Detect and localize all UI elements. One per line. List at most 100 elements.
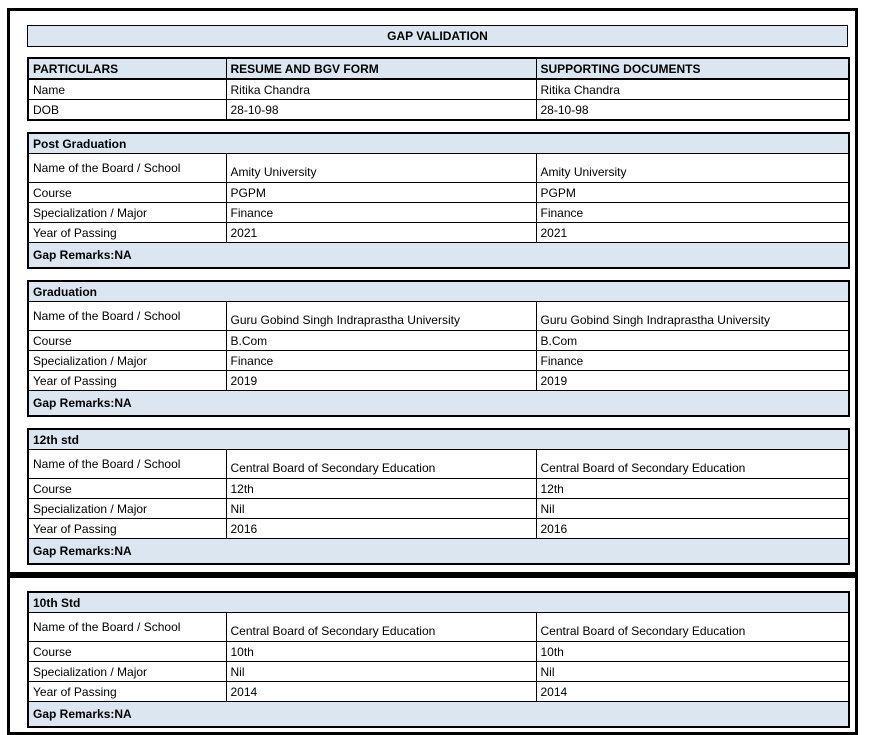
section-heading: 12th std [27,428,850,450]
board-supporting-value: Amity University [535,153,850,183]
table-row: Specialization / Major Nil Nil [27,498,850,519]
row-label-specialization: Specialization / Major [27,350,227,371]
table-row: Course 10th 10th [27,641,850,662]
table-row: Course B.Com B.Com [27,330,850,351]
gap-remarks-row: Gap Remarks:NA [27,701,850,728]
board-resume-value: Central Board of Secondary Education [225,612,537,642]
row-label-board-school: Name of the Board / School [27,153,227,183]
section-heading-row: 10th Std [27,591,850,613]
row-label-board-school: Name of the Board / School [27,449,227,479]
table-row: Name of the Board / School Central Board… [27,449,850,479]
name-supporting-value: Ritika Chandra [535,78,850,100]
gap-validation-document: { "title": "GAP VALIDATION", "particular… [0,8,873,735]
board-resume-value: Amity University [225,153,537,183]
row-label-course: Course [27,478,227,499]
table-row: Name Ritika Chandra Ritika Chandra [27,78,850,100]
board-supporting-value: Central Board of Secondary Education [535,449,850,479]
course-supporting-value: 12th [535,478,850,499]
board-supporting-value: Guru Gobind Singh Indraprastha Universit… [535,301,850,331]
board-resume-value: Guru Gobind Singh Indraprastha Universit… [225,301,537,331]
year-supporting-value: 2021 [535,222,850,243]
row-label-course: Course [27,330,227,351]
table-row: DOB 28-10-98 28-10-98 [27,99,850,121]
section-table-post-graduation: Post Graduation Name of the Board / Scho… [27,132,851,269]
section-table-10th-std: 10th Std Name of the Board / School Cent… [27,591,851,728]
year-supporting-value: 2016 [535,518,850,539]
gap-remarks-row: Gap Remarks:NA [27,390,850,417]
board-supporting-value: Central Board of Secondary Education [535,612,850,642]
specialization-resume-value: Nil [225,498,537,519]
section-heading-row: Graduation [27,280,850,302]
section-table-12th-std: 12th std Name of the Board / School Cent… [27,428,850,565]
section-heading-row: 12th std [27,428,850,450]
section-heading: 10th Std [27,591,850,613]
section-heading: Post Graduation [27,132,850,154]
column-header-particulars: PARTICULARS [27,57,227,80]
course-resume-value: 12th [225,478,537,499]
section-heading: Graduation [27,280,850,302]
specialization-supporting-value: Nil [535,661,850,682]
table-row: Course PGPM PGPM [27,182,850,203]
table-row: Year of Passing 2016 2016 [27,518,850,539]
row-label-year-of-passing: Year of Passing [27,681,227,702]
gap-remarks: Gap Remarks:NA [27,390,850,417]
year-supporting-value: 2019 [535,370,850,391]
specialization-supporting-value: Nil [535,498,850,519]
gap-remarks-row: Gap Remarks:NA [27,538,850,565]
table-row: Name of the Board / School Amity Univers… [27,153,850,183]
table-row: Specialization / Major Finance Finance [27,350,850,371]
course-resume-value: B.Com [225,330,537,351]
section-table-graduation: Graduation Name of the Board / School Gu… [27,280,850,417]
table-row: Name of the Board / School Central Board… [27,612,850,642]
gap-remarks: Gap Remarks:NA [27,701,850,728]
sheet-page-1: GAP VALIDATION PARTICULARS RESUME AND BG… [7,8,858,575]
sheet-page-2: 10th Std Name of the Board / School Cent… [7,575,858,735]
dob-supporting-value: 28-10-98 [535,99,850,121]
row-label-board-school: Name of the Board / School [27,301,227,331]
name-resume-value: Ritika Chandra [225,78,537,100]
row-label-name: Name [27,78,227,100]
dob-resume-value: 28-10-98 [225,99,537,121]
row-label-specialization: Specialization / Major [27,202,227,223]
board-resume-value: Central Board of Secondary Education [225,449,537,479]
row-label-dob: DOB [27,99,227,121]
course-supporting-value: PGPM [535,182,850,203]
year-resume-value: 2016 [225,518,537,539]
year-resume-value: 2019 [225,370,537,391]
table-row: Specialization / Major Finance Finance [27,202,850,223]
table-row: Specialization / Major Nil Nil [27,661,850,682]
column-header-supporting-documents: SUPPORTING DOCUMENTS [535,57,850,80]
gap-remarks: Gap Remarks:NA [27,242,850,269]
particulars-header-row: PARTICULARS RESUME AND BGV FORM SUPPORTI… [27,57,850,80]
row-label-course: Course [27,641,227,662]
table-row: Year of Passing 2021 2021 [27,222,850,243]
row-label-board-school: Name of the Board / School [27,612,227,642]
table-row: Year of Passing 2019 2019 [27,370,850,391]
specialization-supporting-value: Finance [535,202,850,223]
table-row: Name of the Board / School Guru Gobind S… [27,301,850,331]
year-resume-value: 2021 [225,222,537,243]
year-supporting-value: 2014 [535,681,850,702]
gap-remarks: Gap Remarks:NA [27,538,850,565]
course-resume-value: PGPM [225,182,537,203]
table-row: Year of Passing 2014 2014 [27,681,850,702]
table-row: Course 12th 12th [27,478,850,499]
specialization-resume-value: Nil [225,661,537,682]
page-title: GAP VALIDATION [27,25,848,47]
specialization-resume-value: Finance [225,350,537,371]
row-label-course: Course [27,182,227,203]
gap-remarks-row: Gap Remarks:NA [27,242,850,269]
column-header-resume-bgv-form: RESUME AND BGV FORM [225,57,537,80]
course-supporting-value: B.Com [535,330,850,351]
year-resume-value: 2014 [225,681,537,702]
particulars-table: PARTICULARS RESUME AND BGV FORM SUPPORTI… [27,57,850,121]
specialization-resume-value: Finance [225,202,537,223]
row-label-specialization: Specialization / Major [27,661,227,682]
row-label-specialization: Specialization / Major [27,498,227,519]
course-resume-value: 10th [225,641,537,662]
row-label-year-of-passing: Year of Passing [27,222,227,243]
section-heading-row: Post Graduation [27,132,850,154]
row-label-year-of-passing: Year of Passing [27,370,227,391]
row-label-year-of-passing: Year of Passing [27,518,227,539]
specialization-supporting-value: Finance [535,350,850,371]
